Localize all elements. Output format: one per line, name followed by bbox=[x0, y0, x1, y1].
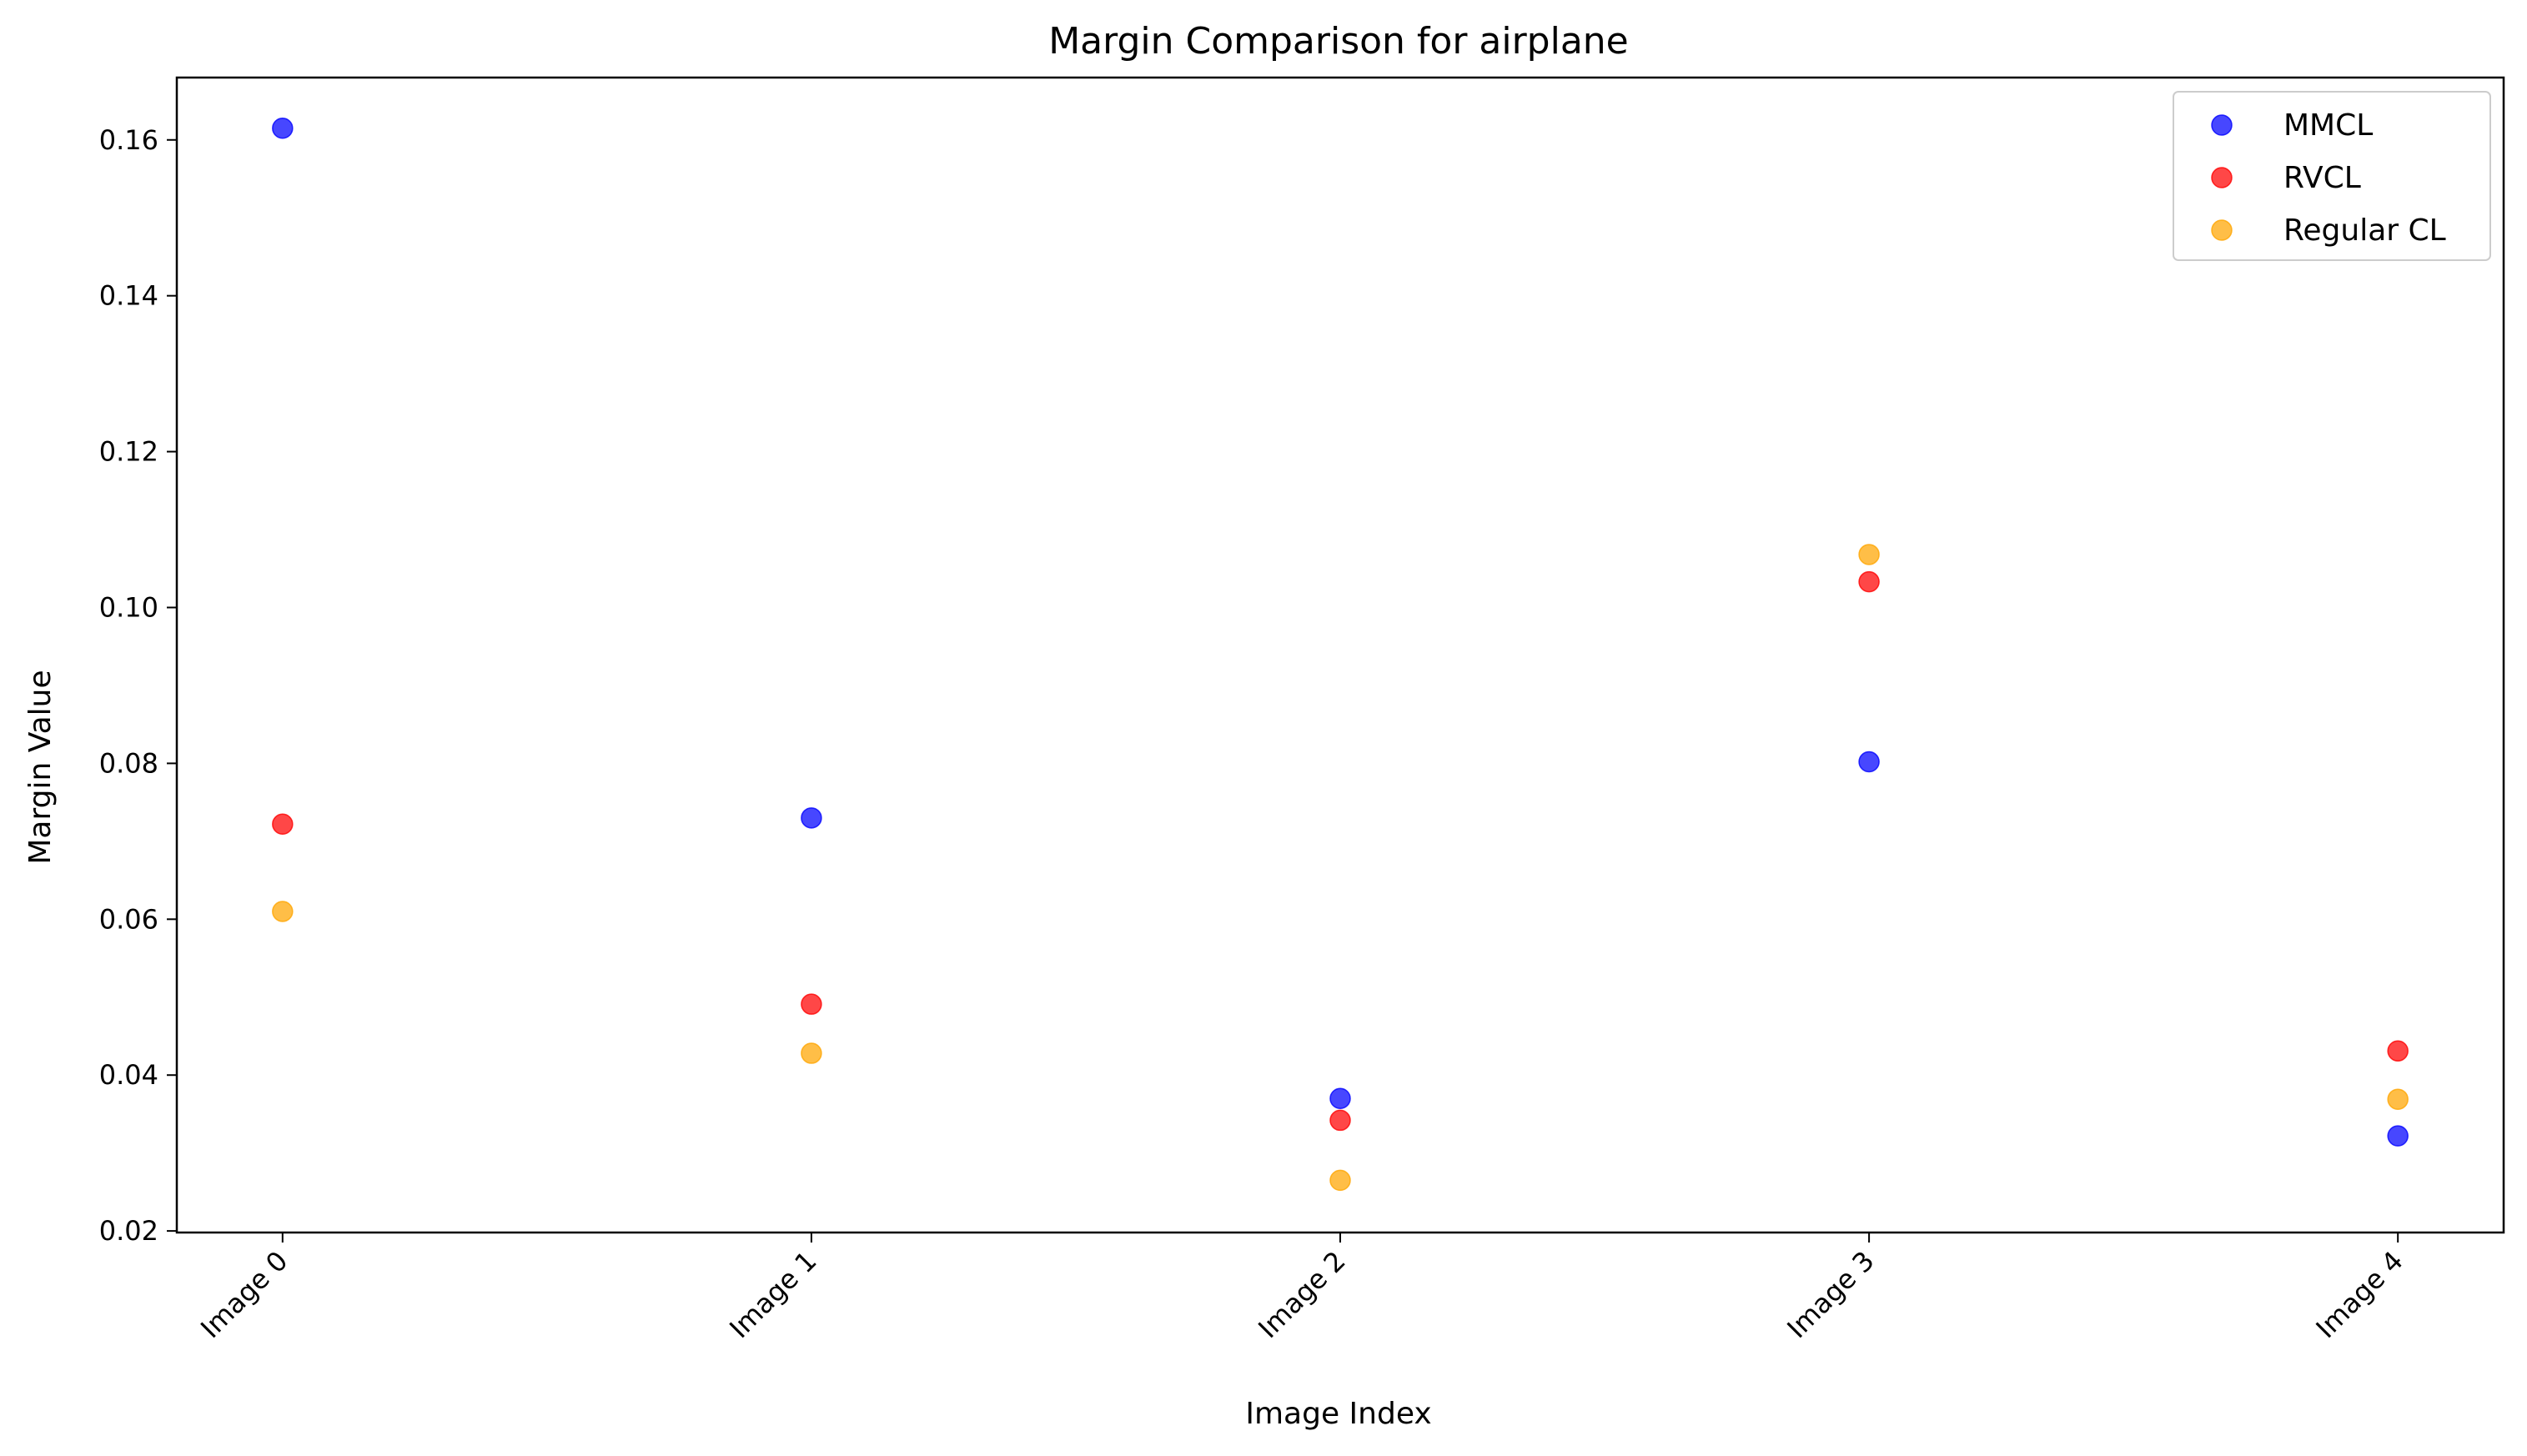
data-point-rvcl bbox=[1858, 570, 1880, 593]
y-tick-label: 0.06 bbox=[99, 903, 158, 935]
y-tick-label: 0.04 bbox=[99, 1059, 158, 1091]
legend-marker bbox=[2211, 219, 2233, 241]
legend-label: RVCL bbox=[2283, 161, 2361, 195]
legend-label: Regular CL bbox=[2283, 213, 2446, 248]
data-point-mmcl bbox=[1329, 1087, 1351, 1110]
data-point-mmcl bbox=[1858, 751, 1880, 773]
data-point-regular-cl bbox=[1858, 544, 1880, 565]
legend-label: MMCL bbox=[2283, 108, 2373, 143]
data-point-rvcl bbox=[1329, 1109, 1351, 1132]
data-point-regular-cl bbox=[2387, 1088, 2409, 1110]
y-tick-label: 0.12 bbox=[99, 436, 158, 468]
y-tick-label: 0.08 bbox=[99, 747, 158, 779]
data-point-mmcl bbox=[272, 117, 294, 139]
data-point-regular-cl bbox=[272, 901, 294, 922]
y-tick-label: 0.10 bbox=[99, 591, 158, 623]
data-point-rvcl bbox=[272, 813, 294, 836]
legend: MMCL RVCL Regular CL bbox=[2173, 91, 2491, 261]
legend-box bbox=[2173, 91, 2491, 261]
y-tick-label: 0.14 bbox=[99, 280, 158, 312]
data-point-rvcl bbox=[801, 993, 822, 1015]
data-point-mmcl bbox=[2387, 1125, 2409, 1147]
x-axis-label: Image Index bbox=[1245, 1397, 1431, 1431]
data-point-mmcl bbox=[801, 807, 822, 829]
y-axis-label: Margin Value bbox=[23, 670, 58, 864]
y-tick-label: 0.16 bbox=[99, 124, 158, 156]
legend-marker bbox=[2211, 114, 2233, 136]
chart-title: Margin Comparison for airplane bbox=[1048, 20, 1629, 63]
data-point-rvcl bbox=[2387, 1040, 2409, 1062]
y-tick-label: 0.02 bbox=[99, 1215, 158, 1247]
legend-marker bbox=[2211, 167, 2233, 188]
data-point-regular-cl bbox=[1329, 1169, 1351, 1192]
data-point-regular-cl bbox=[801, 1042, 822, 1064]
